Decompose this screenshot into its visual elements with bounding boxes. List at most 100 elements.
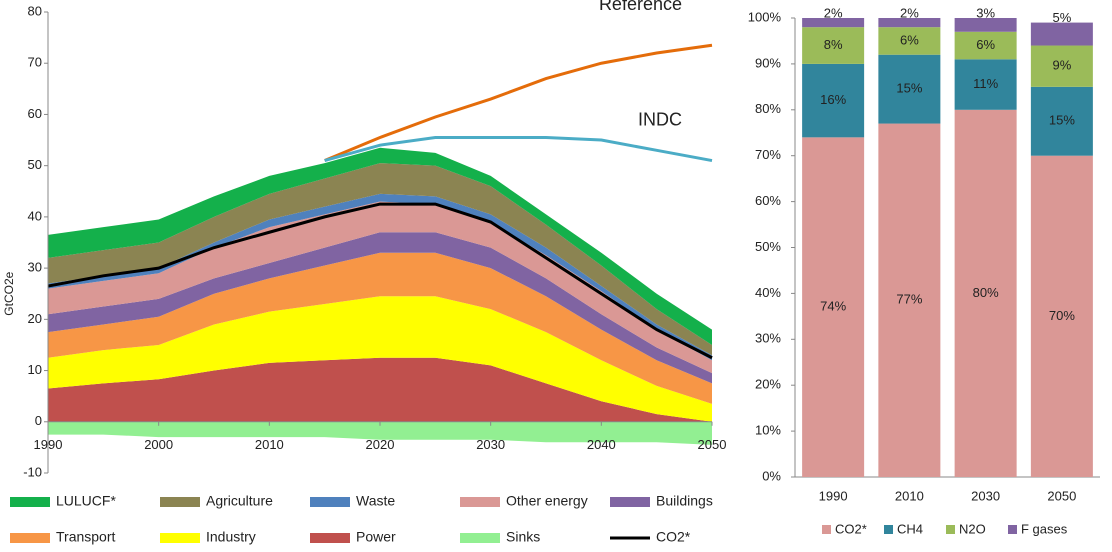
value-label: 74% <box>820 299 846 314</box>
legend-swatch <box>10 497 50 507</box>
value-label: 15% <box>1049 113 1075 128</box>
legend-label: CO2* <box>656 529 691 545</box>
x-tick-label: 2050 <box>698 437 727 452</box>
bar-segment <box>1030 22 1093 46</box>
x-tick-label: 1990 <box>34 437 63 452</box>
line-label: Reference <box>599 0 682 14</box>
bar-segment <box>802 63 865 138</box>
legend-swatch <box>460 497 500 507</box>
bar-segment <box>878 18 941 28</box>
y-tick-label: 50% <box>755 239 781 254</box>
legend-swatch <box>460 533 500 543</box>
y-tick-label: 100% <box>748 9 782 24</box>
y-tick-label: 90% <box>755 55 781 70</box>
value-label: 6% <box>900 32 919 47</box>
x-tick-label: 2020 <box>366 437 395 452</box>
legend-label: Buildings <box>656 493 713 509</box>
y-axis-label: GtCO2e <box>2 271 16 315</box>
bar-segment <box>1030 86 1093 156</box>
bar-segment <box>1030 155 1093 477</box>
y-tick-label: 70 <box>28 55 42 70</box>
legend-swatch <box>310 533 350 543</box>
legend-swatch <box>884 525 893 534</box>
x-tick-label: 2030 <box>476 437 505 452</box>
area <box>48 232 712 384</box>
bar-segment <box>1030 45 1093 87</box>
y-tick-label: 60% <box>755 193 781 208</box>
reference-line <box>324 43 713 162</box>
value-label: 2% <box>824 5 843 20</box>
bar-segment <box>878 54 941 124</box>
legend-label: F gases <box>1021 521 1068 536</box>
y-tick-label: 0% <box>762 468 781 483</box>
legend-swatch <box>310 497 350 507</box>
value-label: 5% <box>1052 10 1071 25</box>
bar-segment <box>878 123 941 477</box>
legend-label: CH4 <box>897 521 923 536</box>
x-tick-label: 1990 <box>819 488 848 503</box>
y-tick-label: 10 <box>28 362 42 377</box>
legend-swatch <box>610 497 650 507</box>
y-tick-label: 10% <box>755 423 781 438</box>
value-label: 77% <box>896 292 922 307</box>
bar-segment <box>954 18 1017 32</box>
x-tick-label: 2000 <box>144 437 173 452</box>
legend-label: N2O <box>959 521 986 536</box>
value-label: 80% <box>973 285 999 300</box>
value-label: 2% <box>900 5 919 20</box>
y-tick-label: 30% <box>755 331 781 346</box>
y-tick-label: -10 <box>23 464 42 479</box>
y-tick-label: 50 <box>28 157 42 172</box>
area <box>48 163 712 356</box>
area <box>48 252 712 404</box>
value-label: 16% <box>820 92 846 107</box>
y-tick-label: 40 <box>28 208 42 223</box>
value-label: 9% <box>1052 58 1071 73</box>
legend-swatch <box>822 525 831 534</box>
value-label: 8% <box>824 37 843 52</box>
y-tick-label: 80 <box>28 3 42 18</box>
area <box>48 147 712 345</box>
legend-swatch <box>160 497 200 507</box>
x-tick-label: 2050 <box>1047 488 1076 503</box>
x-tick-label: 2040 <box>587 437 616 452</box>
bar-segment <box>802 137 865 477</box>
bar-segment <box>802 18 865 28</box>
y-tick-label: 20 <box>28 311 42 326</box>
value-label: 11% <box>973 76 998 91</box>
reference-line <box>324 135 713 163</box>
legend-label: Industry <box>206 529 256 545</box>
area <box>48 296 712 422</box>
y-tick-label: 80% <box>755 101 781 116</box>
bar-segment <box>954 59 1017 110</box>
value-label: 70% <box>1049 308 1075 323</box>
y-tick-label: 40% <box>755 285 781 300</box>
y-tick-label: 30 <box>28 260 42 275</box>
bar-segment <box>954 31 1017 60</box>
legend-swatch <box>946 525 955 534</box>
value-label: 6% <box>976 37 995 52</box>
x-tick-label: 2030 <box>971 488 1000 503</box>
legend-label: CO2* <box>835 521 867 536</box>
y-tick-label: 0 <box>35 413 42 428</box>
value-label: 3% <box>976 5 995 20</box>
x-tick-label: 2010 <box>255 437 284 452</box>
legend-swatch <box>160 533 200 543</box>
legend-label: Waste <box>356 493 395 509</box>
value-label: 15% <box>896 81 922 96</box>
bar-segment <box>954 109 1017 478</box>
line <box>47 202 713 360</box>
area <box>48 357 712 422</box>
line-label: INDC <box>638 109 682 129</box>
legend-label: Other energy <box>506 493 588 509</box>
legend-label: LULUCF* <box>56 493 116 509</box>
legend-label: Power <box>356 529 396 545</box>
bar-segment <box>802 27 865 64</box>
legend-label: Transport <box>56 529 116 545</box>
bar-segment <box>878 27 941 55</box>
area <box>48 201 712 374</box>
x-tick-label: 2010 <box>895 488 924 503</box>
y-tick-label: 60 <box>28 106 42 121</box>
legend-label: Agriculture <box>206 493 273 509</box>
